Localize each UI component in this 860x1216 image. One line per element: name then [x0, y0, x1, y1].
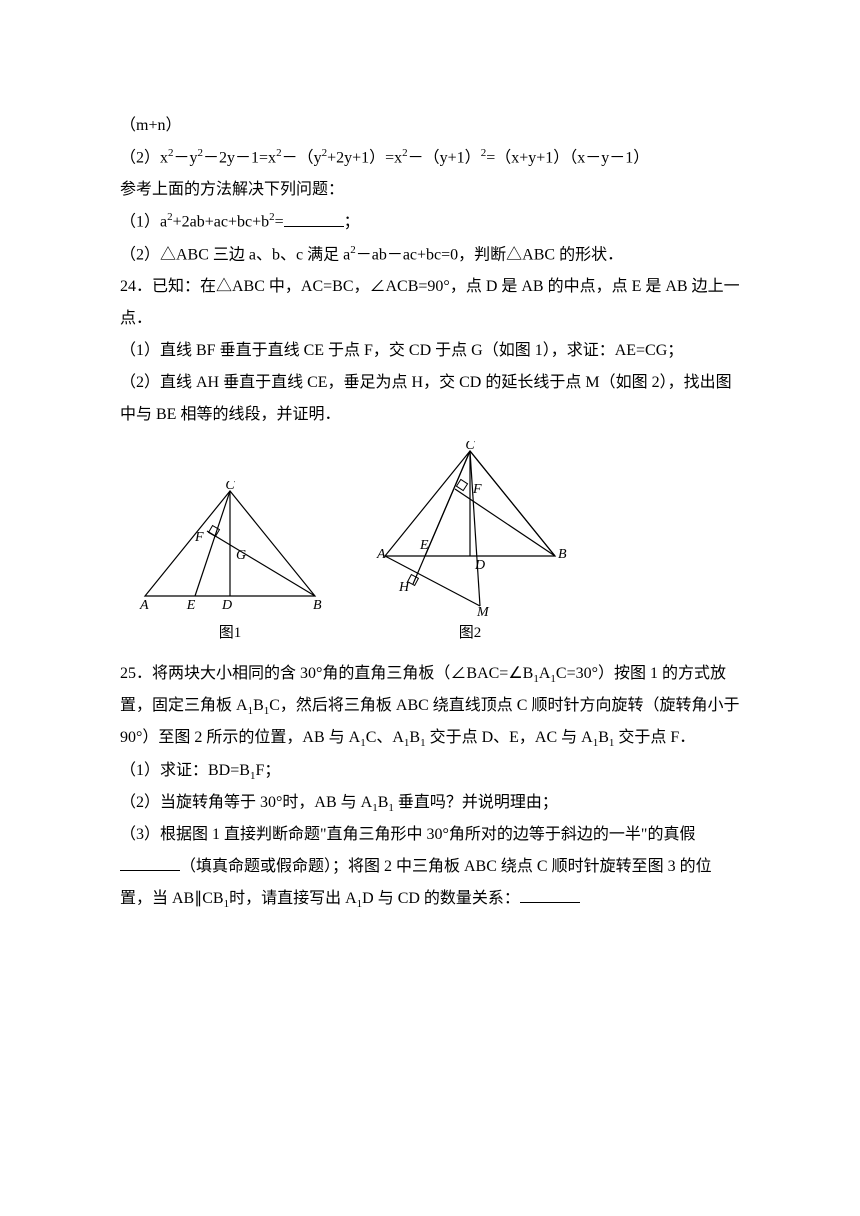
- t: 交于点 D、E，AC 与 A: [426, 729, 593, 746]
- svg-text:H: H: [398, 580, 410, 595]
- text-line: 24．已知：在△ABC 中，AC=BC，∠ACB=90°，点 D 是 AB 的中…: [120, 271, 740, 335]
- t: －ab－ac+bc=0，判断△ABC 的形状．: [356, 246, 623, 263]
- svg-text:D: D: [221, 598, 232, 613]
- svg-text:M: M: [476, 605, 490, 616]
- figure-1: C A B D E F G 图1: [135, 481, 325, 648]
- figure-1-label: 图1: [219, 618, 242, 648]
- t: =（x+y+1）（x－y－1）: [486, 149, 649, 166]
- t: （1）求证：BD=B: [120, 762, 250, 779]
- fill-blank: [284, 211, 344, 227]
- triangle-diagram-1: C A B D E F G: [135, 481, 325, 616]
- svg-text:C: C: [465, 441, 475, 453]
- t: －（y: [282, 149, 322, 166]
- t: 25．将两块大小相同的含 30°角的直角三角板（∠BAC=∠B: [120, 665, 533, 682]
- text-line: （2）△ABC 三边 a、b、c 满足 a2－ab－ac+bc=0，判断△ABC…: [120, 239, 740, 271]
- t: 交于点 F．: [614, 729, 695, 746]
- svg-text:B: B: [313, 598, 322, 613]
- text-line: （2）x2－y2－2y－1=x2－（y2+2y+1）=x2－（y+1）2=（x+…: [120, 142, 740, 174]
- text-line: （1）直线 BF 垂直于直线 CE 于点 F，交 CD 于点 G（如图 1），求…: [120, 335, 740, 367]
- svg-text:G: G: [236, 548, 246, 563]
- t: －y: [174, 149, 198, 166]
- svg-text:A: A: [139, 598, 149, 613]
- t: （2）x: [120, 149, 168, 166]
- text-line: （2）直线 AH 垂直于直线 CE，垂足为点 H，交 CD 的延长线于点 M（如…: [120, 367, 740, 431]
- text-line: （m+n）: [120, 110, 740, 142]
- svg-text:C: C: [225, 481, 235, 493]
- t: －2y－1=x: [203, 149, 276, 166]
- t: F；: [255, 762, 280, 779]
- svg-text:F: F: [472, 482, 482, 497]
- t: 时，请直接写出 A: [229, 890, 357, 907]
- t: （3）根据图 1 直接判断命题"直角三角形中 30°角所对的边等于斜边的一半"的…: [120, 826, 695, 843]
- t: B: [378, 794, 389, 811]
- t: +2ab+ac+bc+b: [173, 214, 270, 231]
- svg-text:E: E: [186, 598, 196, 613]
- t: C、A: [366, 729, 404, 746]
- figures-row: C A B D E F G 图1 C A B D E F H: [135, 441, 740, 648]
- fill-blank: [120, 855, 180, 871]
- t: =: [275, 214, 284, 231]
- t: B: [409, 729, 420, 746]
- t: D 与 CD 的数量关系：: [362, 890, 520, 907]
- t: －（y+1）: [408, 149, 481, 166]
- t: A: [539, 665, 551, 682]
- figure-2-label: 图2: [459, 618, 482, 648]
- t: （1）a: [120, 214, 167, 231]
- text-line: （1）求证：BD=B1F；: [120, 755, 740, 787]
- t: B: [253, 697, 264, 714]
- fill-blank: [520, 887, 580, 903]
- t: （2）△ABC 三边 a、b、c 满足 a: [120, 246, 350, 263]
- text-line: 参考上面的方法解决下列问题：: [120, 174, 740, 206]
- figure-2: C A B D E F H M 图2: [365, 441, 575, 648]
- svg-text:B: B: [558, 547, 567, 562]
- svg-text:F: F: [194, 530, 204, 545]
- svg-text:D: D: [474, 558, 485, 573]
- text-line: （1）a2+2ab+ac+bc+b2=；: [120, 206, 740, 238]
- text-line: 25．将两块大小相同的含 30°角的直角三角板（∠BAC=∠B1A1C=30°）…: [120, 658, 740, 755]
- text-line: （3）根据图 1 直接判断命题"直角三角形中 30°角所对的边等于斜边的一半"的…: [120, 819, 740, 915]
- text-line: （2）当旋转角等于 30°时，AB 与 A1B1 垂直吗？并说明理由；: [120, 787, 740, 819]
- t: 垂直吗？并说明理由；: [394, 794, 558, 811]
- svg-text:E: E: [419, 538, 429, 553]
- t: ；: [344, 214, 360, 231]
- t: （2）当旋转角等于 30°时，AB 与 A: [120, 794, 372, 811]
- svg-text:A: A: [376, 547, 386, 562]
- t: +2y+1）=x: [327, 149, 402, 166]
- t: B: [598, 729, 609, 746]
- triangle-diagram-2: C A B D E F H M: [365, 441, 575, 616]
